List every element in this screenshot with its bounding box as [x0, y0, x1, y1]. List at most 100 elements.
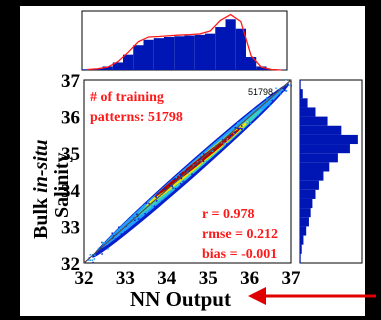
scatter-point	[145, 202, 148, 204]
top-hist-bar	[143, 39, 154, 70]
x-tick-label: 33	[116, 268, 135, 289]
scatter-point	[217, 139, 219, 142]
scatter-point	[174, 187, 177, 190]
x-tick-label: 34	[157, 268, 177, 289]
scatter-point	[230, 136, 233, 139]
scatter-point	[226, 138, 229, 140]
scatter-point	[183, 179, 185, 182]
right-hist-bar	[300, 153, 338, 163]
scatter-point	[163, 188, 166, 190]
scatter-point	[285, 78, 287, 81]
top-hist-bar	[235, 28, 246, 70]
scatter-point	[248, 120, 250, 122]
scatter-point	[233, 132, 235, 135]
scatter-point	[144, 213, 146, 215]
scatter-point	[178, 174, 181, 177]
scatter-point	[187, 172, 189, 175]
scatter-point	[171, 185, 174, 188]
right-hist-bar	[300, 253, 301, 263]
x-tick-label: 37	[282, 268, 302, 289]
scatter-point	[236, 127, 239, 129]
scatter-point	[200, 161, 203, 164]
scatter-point	[242, 128, 245, 130]
top-hist-bar	[102, 66, 113, 70]
y-axis-label-line1: Bulk in-situ	[30, 139, 52, 239]
scatter-point	[134, 214, 136, 216]
scatter-point	[112, 235, 115, 237]
scatter-point	[120, 233, 123, 235]
scatter-point	[275, 87, 277, 90]
scatter-point	[106, 242, 109, 245]
scatter-point	[91, 253, 94, 256]
scatter-point	[88, 259, 90, 261]
scatter-point	[180, 182, 182, 185]
scatter-point	[237, 127, 240, 130]
top-hist-bar	[205, 33, 216, 70]
scatter-point	[155, 196, 157, 198]
right-hist-bar	[300, 171, 324, 181]
scatter-point	[136, 213, 138, 216]
scatter-point	[252, 109, 255, 112]
scatter-point	[101, 241, 104, 244]
right-hist-bar	[300, 208, 311, 218]
y-axis-label-italic: in-situ	[30, 139, 52, 192]
y-tick-label: 35	[61, 144, 80, 165]
scatter-plot: 32 33 34 35 36 37 32 33 34 35 36 37 51798 # of tra…	[61, 71, 301, 289]
scatter-point	[148, 202, 150, 205]
scatter-point	[202, 160, 205, 163]
right-histogram	[299, 79, 363, 264]
patterns-annotation-line1: # of training	[90, 90, 164, 105]
right-hist-bar	[300, 125, 342, 135]
scatter-point	[91, 259, 94, 261]
scatter-point	[109, 239, 112, 242]
right-hist-bar	[300, 217, 309, 227]
x-axis-label: NN Output	[130, 287, 231, 311]
scatter-point	[249, 122, 252, 125]
scatter-point	[266, 98, 268, 101]
top-histogram-bars	[82, 19, 287, 70]
top-hist-bar	[164, 36, 175, 70]
stat-bias: bias = -0.001	[202, 247, 277, 262]
scatter-point	[92, 261, 94, 264]
scatter-point	[141, 205, 144, 208]
top-hist-bar	[153, 38, 164, 70]
scatter-point	[175, 176, 178, 179]
scatter-point	[155, 200, 158, 202]
scatter-point	[94, 254, 96, 256]
scatter-point	[231, 127, 233, 130]
scatter-point	[110, 236, 112, 239]
y-axis-label-prefix: Bulk	[30, 193, 52, 239]
scatter-point	[199, 158, 201, 160]
right-hist-bar	[300, 89, 303, 99]
scatter-point	[239, 127, 241, 130]
scatter-point	[290, 84, 292, 87]
scatter-point	[278, 88, 281, 91]
scatter-point	[221, 137, 224, 139]
scatter-point	[101, 253, 103, 255]
scatter-point	[269, 104, 271, 107]
scatter-point	[180, 177, 183, 180]
top-histogram-curve	[87, 13, 282, 71]
top-hist-bar	[194, 34, 205, 70]
scatter-point	[182, 180, 184, 183]
scatter-point	[271, 98, 273, 101]
scatter-point	[134, 213, 137, 215]
arrow-head	[248, 287, 266, 305]
right-hist-bar	[300, 107, 316, 117]
scatter-point	[151, 197, 153, 200]
scatter-point	[183, 180, 186, 183]
y-tick-label: 37	[61, 71, 81, 92]
top-hist-bar	[215, 27, 226, 70]
stat-rmse: rmse = 0.212	[202, 227, 278, 242]
scatter-point	[136, 219, 139, 222]
right-hist-bar	[300, 189, 316, 199]
scatter-point	[137, 218, 140, 220]
scatter-point	[220, 141, 223, 144]
right-hist-bar	[300, 198, 313, 209]
right-hist-bar	[300, 98, 308, 108]
scatter-point	[93, 258, 96, 260]
right-hist-bar	[300, 162, 330, 172]
scatter-point	[118, 226, 120, 228]
scatter-point	[113, 232, 115, 235]
